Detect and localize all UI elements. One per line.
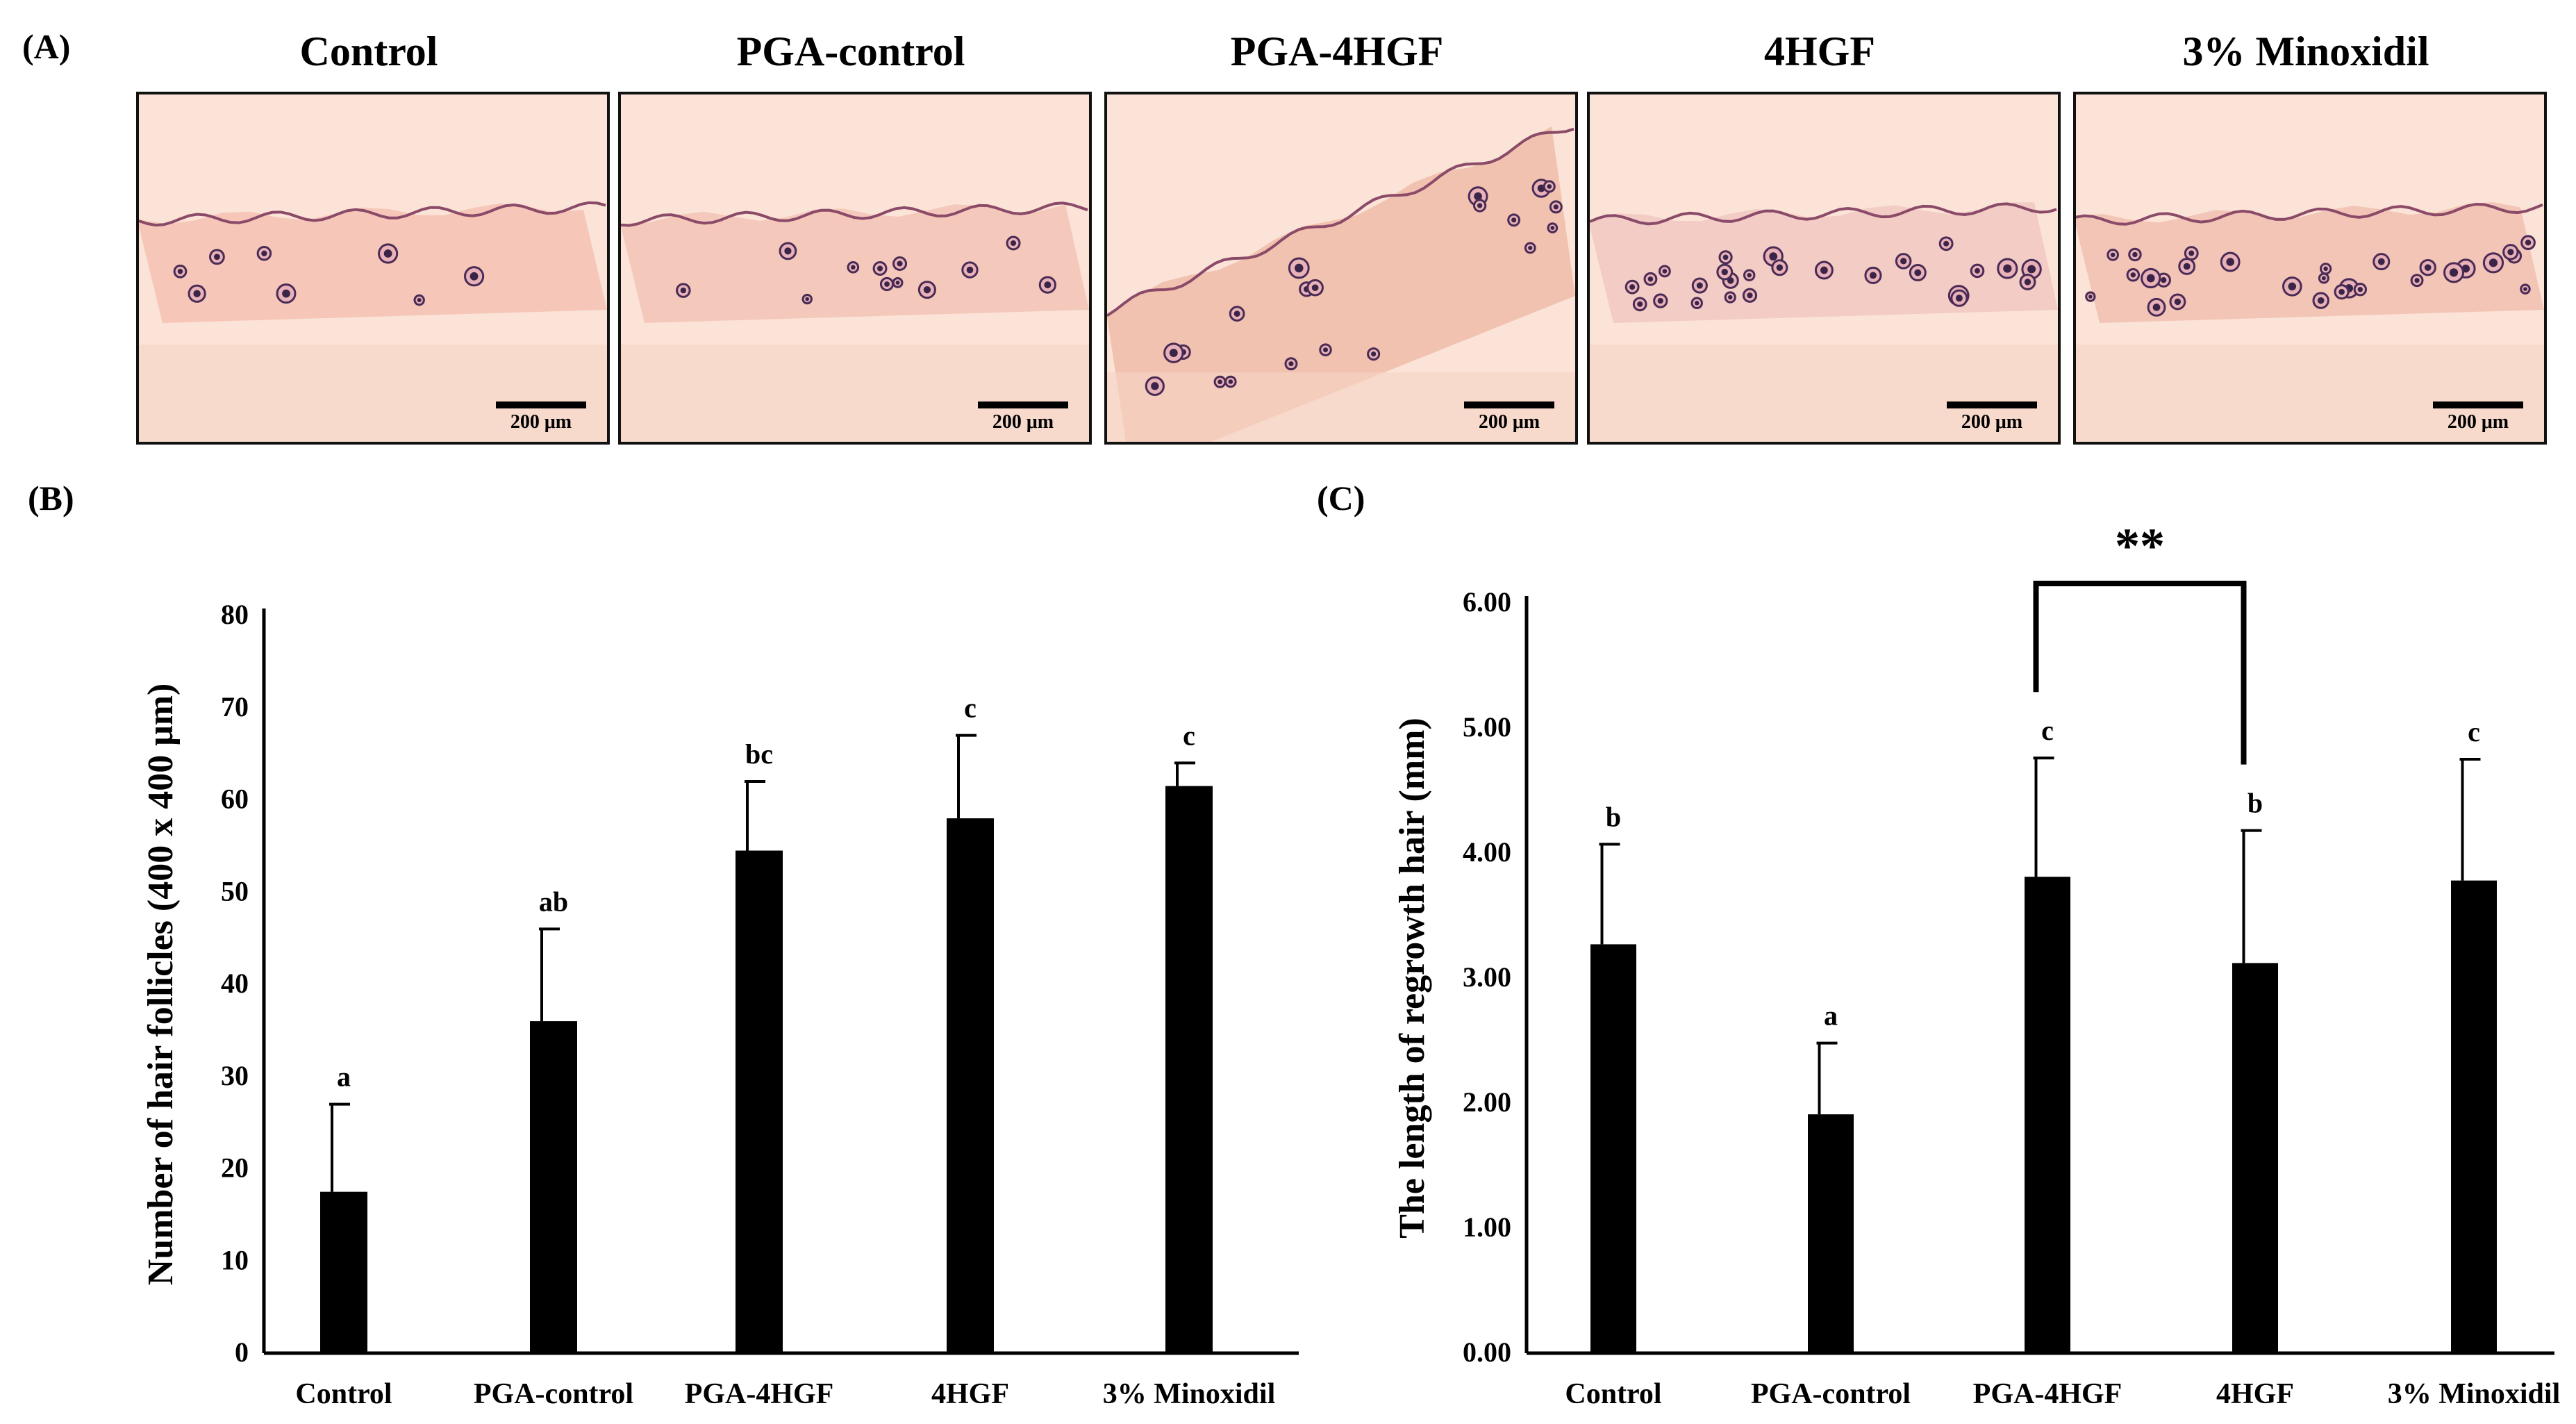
micrograph-title-control: Control (299, 28, 438, 74)
chart-b-y-tick-label: 50 (221, 875, 249, 906)
panel-label-a: (A) (22, 27, 71, 66)
chart-b-bar (530, 1021, 577, 1353)
chart-c-significance-bracket (2033, 581, 2247, 765)
chart-b-category-label: 4HGF (931, 1378, 1009, 1410)
chart-c-bar (1590, 944, 1636, 1353)
micrograph-pga-control: 200 μm (618, 92, 1092, 445)
chart-b-y-tick-label: 10 (221, 1244, 249, 1275)
chart-b-bar (320, 1191, 367, 1353)
chart-b-category-label: PGA-4HGF (685, 1378, 834, 1410)
micrograph-pga-4hgf: 200 μm (1104, 92, 1578, 445)
chart-b-significance-letter: c (1183, 720, 1195, 751)
scale-bar: 200 μm (1947, 401, 2037, 433)
scale-bar: 200 μm (496, 401, 586, 433)
chart-b-bar (1165, 786, 1213, 1353)
histology-image (139, 94, 607, 442)
scale-bar-label: 200 μm (510, 411, 572, 433)
scale-bar: 200 μm (2433, 401, 2523, 433)
chart-c-bar (2451, 880, 2497, 1353)
chart-b-bar (947, 818, 994, 1353)
histology-image (1590, 94, 2058, 442)
chart-c-category-label: PGA-4HGF (1973, 1378, 2122, 1410)
chart-c-y-axis-label: The length of regrowth hair (mm) (1393, 718, 1432, 1239)
chart-c-significance-stars: ** (2115, 518, 2165, 574)
chart-b-category-label: Control (295, 1378, 392, 1410)
histology-image (621, 94, 1089, 442)
scale-bar-label: 200 μm (1961, 411, 2023, 433)
chart-c-y-tick-label: 5.00 (1463, 711, 1511, 743)
chart-c-y-tick-label: 3.00 (1463, 961, 1511, 993)
chart-c-y-tick-label: 6.00 (1463, 586, 1511, 618)
chart-b-significance-letter: c (964, 693, 977, 724)
panel-label-b: (B) (28, 479, 74, 518)
micrograph-title-pga-control: PGA-control (736, 28, 965, 74)
scale-bar-label: 200 μm (1478, 411, 1540, 433)
chart-c-y-tick-label: 1.00 (1463, 1211, 1511, 1243)
chart-c-significance-letter: a (1824, 1000, 1838, 1032)
chart-b-y-tick-label: 80 (221, 599, 249, 630)
histology-image (1107, 94, 1575, 442)
chart-b-significance-letter: ab (539, 886, 568, 917)
chart-b-significance-letter: a (337, 1061, 351, 1093)
scale-bar-label: 200 μm (992, 411, 1054, 433)
chart-c-significance-letter: b (1606, 801, 1621, 832)
chart-b-bar (736, 850, 783, 1353)
chart-c-significance-letter: b (2247, 788, 2263, 819)
chart-b-y-tick-label: 30 (221, 1060, 249, 1091)
scale-bar-label: 200 μm (2447, 411, 2509, 433)
chart-c-category-label: Control (1565, 1378, 1661, 1410)
chart-b-y-tick-label: 70 (221, 691, 249, 722)
histology-image (2076, 94, 2544, 442)
panel-label-c: (C) (1317, 479, 1365, 518)
scale-bar: 200 μm (1464, 401, 1554, 433)
chart-c-y-tick-label: 4.00 (1463, 836, 1511, 868)
micrograph-minoxidil: 200 μm (2073, 92, 2547, 445)
chart-b-y-tick-label: 60 (221, 784, 249, 815)
micrograph-control: 200 μm (136, 92, 610, 445)
chart-b-significance-letter: bc (745, 738, 773, 770)
micrograph-title-4hgf: 4HGF (1764, 28, 1875, 74)
chart-c-bar (2232, 963, 2278, 1353)
micrograph-title-pga-4hgf: PGA-4HGF (1230, 28, 1444, 74)
micrograph-title-minoxidil: 3% Minoxidil (2182, 28, 2429, 74)
chart-c-category-label: 4HGF (2216, 1378, 2294, 1410)
chart-b-category-label: PGA-control (474, 1378, 633, 1410)
chart-c-category-label: 3% Minoxidil (2388, 1378, 2561, 1410)
chart-b-category-label: 3% Minoxidil (1103, 1378, 1276, 1410)
chart-c-y-tick-label: 2.00 (1463, 1086, 1511, 1118)
chart-c-significance-letter: c (2468, 716, 2480, 747)
chart-b-y-tick-label: 20 (221, 1152, 249, 1184)
chart-c-bar (1808, 1114, 1854, 1353)
chart-b-y-tick-label: 0 (235, 1336, 249, 1368)
scale-bar: 200 μm (978, 401, 1068, 433)
chart-c-y-tick-label: 0.00 (1463, 1336, 1511, 1368)
chart-c-category-label: PGA-control (1751, 1378, 1911, 1410)
chart-b-y-axis-label: Number of hair follicles (400 x 400 μm) (141, 684, 181, 1286)
chart-hair-follicles: 0 10 20 30 40 50 60 70 80 Number of hair follicle… (141, 599, 1299, 1410)
chart-c-significance-letter: c (2041, 715, 2054, 746)
micrograph-4hgf: 200 μm (1587, 92, 2061, 445)
chart-c-bar (2025, 877, 2070, 1353)
chart-b-y-tick-label: 40 (221, 968, 249, 999)
